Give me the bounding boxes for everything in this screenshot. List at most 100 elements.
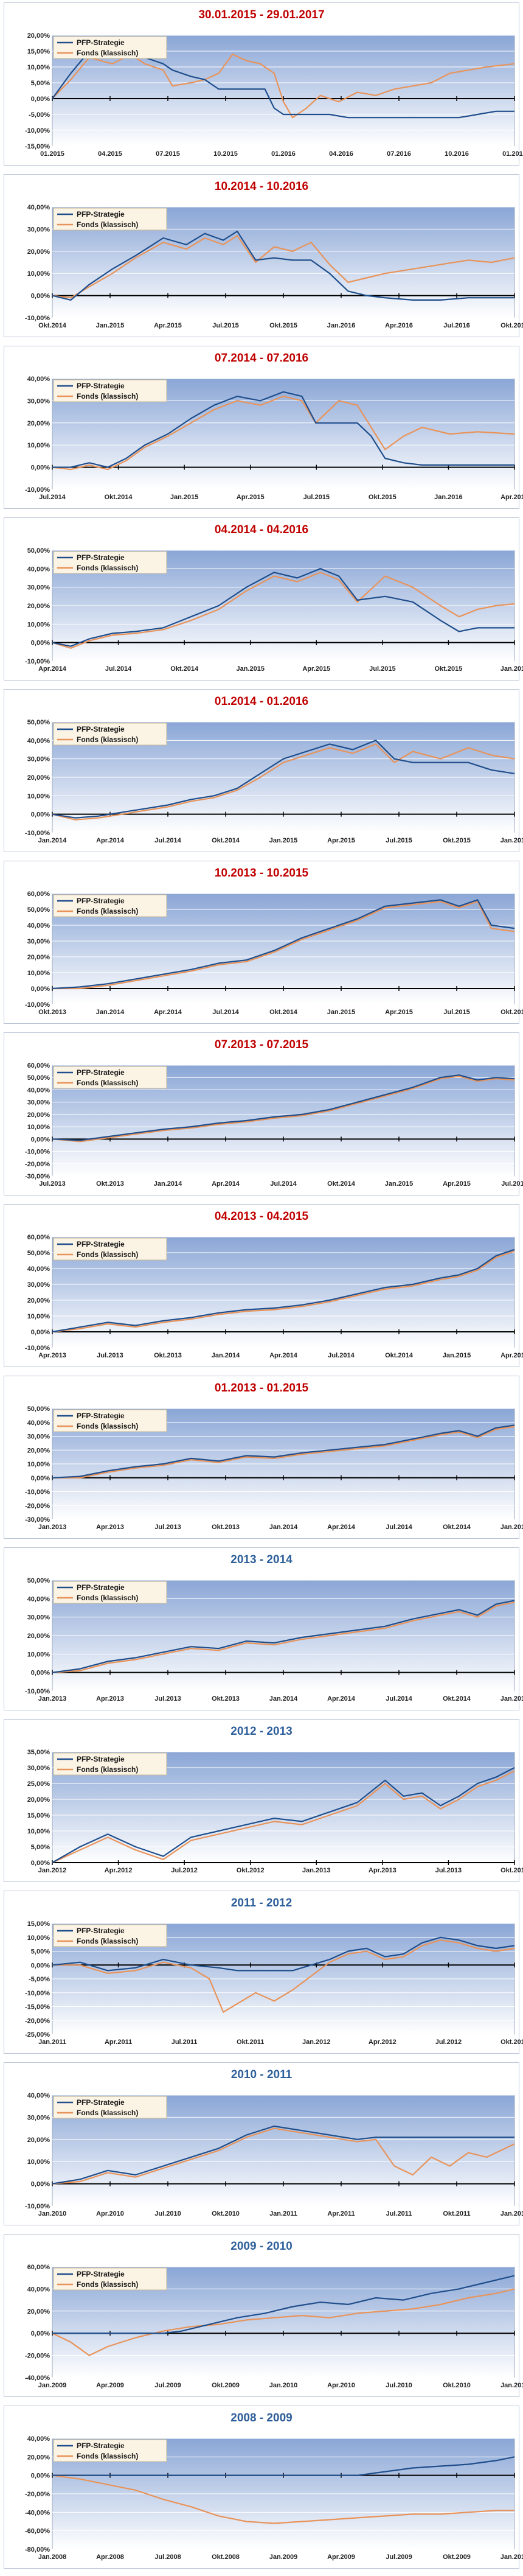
y-tick-label: -20,00% xyxy=(25,2017,50,2025)
y-tick-label: 40,00% xyxy=(27,376,50,383)
x-tick-label: Jan.2014 xyxy=(212,1352,240,1359)
chart-svg: 50,00% 40,00% 30,00% 20,00% 10,00% 0,00% -10,0… xyxy=(25,719,523,844)
x-tick-label: Jan.2012 xyxy=(38,1867,66,1874)
y-tick-label: 20,00% xyxy=(27,32,50,40)
x-tick-label: Okt.2013 xyxy=(212,1524,240,1531)
x-tick-label: Jan.2009 xyxy=(38,2382,66,2389)
x-tick-label: Okt.2013 xyxy=(154,1352,182,1359)
series-line-pfp-strategie xyxy=(52,2125,514,2185)
x-tick-label: Jan.2011 xyxy=(38,2039,66,2046)
y-tick-label: -20,00% xyxy=(25,2491,50,2498)
x-tick-label: Jan.2014 xyxy=(38,837,67,844)
legend-box xyxy=(53,1237,167,1261)
y-tick-label: -10,00% xyxy=(25,1001,50,1009)
legend-label-fund: Fonds (klassisch) xyxy=(77,1594,138,1602)
x-tick-label: Jul.2015 xyxy=(369,665,395,673)
x-tick-label: Jan.2008 xyxy=(38,2553,66,2561)
y-tick-label: 0,00% xyxy=(31,985,50,993)
y-tick-label: -10,00% xyxy=(25,1688,50,1695)
series-line-pfp-strategie xyxy=(52,740,515,819)
series-line-pfp-strategie xyxy=(52,391,514,468)
x-tick-label: Jul.2011 xyxy=(386,2210,412,2217)
series-line-fonds-klassisch xyxy=(52,2474,514,2524)
chart-title: 2009 - 2010 xyxy=(230,2240,293,2253)
y-tick-label: 0,00% xyxy=(31,2330,50,2337)
y-tick-label: 30,00% xyxy=(27,1614,50,1622)
series-line-pfp-strategie xyxy=(52,1248,515,1333)
x-tick-label: 01.2016 xyxy=(271,150,296,158)
x-tick-label: Okt.2015 xyxy=(369,494,397,501)
series-line-pfp-strategie xyxy=(52,568,514,647)
y-tick-label: -10,00% xyxy=(25,1149,50,1156)
chart-title: 07.2014 - 07.2016 xyxy=(214,352,309,365)
x-tick-label: Jul.2015 xyxy=(212,322,238,329)
y-tick-label: -20,00% xyxy=(25,2353,50,2360)
y-tick-label: 5,00% xyxy=(31,80,50,87)
x-tick-label: 01.2017 xyxy=(502,150,523,158)
x-tick-label: Okt.2012 xyxy=(237,1867,265,1874)
series-line-fonds-klassisch xyxy=(52,900,515,990)
x-tick-label: Okt.2015 xyxy=(434,665,462,673)
legend-label-strategy: PFP-Strategie xyxy=(77,2098,125,2107)
x-tick-label: Apr.2011 xyxy=(327,2210,355,2217)
legend-label-fund: Fonds (klassisch) xyxy=(77,1937,138,1945)
y-tick-label: 40,00% xyxy=(27,2286,50,2293)
y-tick-label: 0,00% xyxy=(31,1860,50,1867)
legend: PFP-Strategie Fonds (klassisch) xyxy=(53,1581,167,1604)
x-tick-label: Jul.2014 xyxy=(154,837,181,844)
legend-box xyxy=(53,208,167,231)
y-tick-label: 60,00% xyxy=(27,1062,50,1069)
series-line-fonds-klassisch xyxy=(52,235,515,299)
x-tick-label: Apr.2013 xyxy=(96,1695,124,1703)
chart-svg: 40,00%30,00%20,00%10,00%0,00%-10,00%Jul.… xyxy=(25,376,523,501)
x-tick-label: Jul.2014 xyxy=(386,1695,412,1703)
x-tick-label: Okt.2013 xyxy=(96,1180,124,1188)
x-tick-label: Okt.2014 xyxy=(443,1695,471,1703)
x-tick-label: Jan.2015 xyxy=(385,1180,413,1188)
y-tick-label: 20,00% xyxy=(27,2308,50,2315)
x-tick-label: Apr.2014 xyxy=(154,1009,182,1016)
x-tick-label: Okt.2013 xyxy=(212,1695,240,1703)
x-tick-label: Jul.2015 xyxy=(501,1180,523,1188)
y-tick-label: 0,00% xyxy=(31,96,50,103)
series-line-fonds-klassisch xyxy=(52,1426,515,1479)
chart-panel: 04.2013 - 04.2015 60,00% 50,00% 40,00% 30,00… xyxy=(0,1202,523,1370)
series-line-pfp-strategie xyxy=(52,1767,515,1863)
series-line-pfp-strategie xyxy=(52,899,515,990)
x-tick-label: Jul.2014 xyxy=(39,494,66,501)
x-tick-label: Jan.2013 xyxy=(38,1524,66,1531)
legend-label-fund: Fonds (klassisch) xyxy=(77,1422,138,1430)
x-tick-label: Apr.2014 xyxy=(269,1352,298,1359)
x-tick-label: Jan.2014 xyxy=(269,1695,298,1703)
chart-panel: 07.2013 - 07.2015 60,00% 50,00% 40,00% 30,00… xyxy=(0,1030,523,1198)
x-tick-label: Jan.2012 xyxy=(302,2039,330,2046)
x-tick-label: Jul.2008 xyxy=(154,2553,181,2561)
legend-label-fund: Fonds (klassisch) xyxy=(77,220,138,229)
legend-label-fund: Fonds (klassisch) xyxy=(77,392,138,401)
series-line-fonds-klassisch xyxy=(52,2288,515,2356)
legend: PFP-Strategie Fonds (klassisch) xyxy=(53,379,167,402)
y-tick-label: -10,00% xyxy=(25,315,50,322)
x-tick-label: Jan.2015 xyxy=(170,494,198,501)
x-tick-label: Jan.2015 xyxy=(327,1009,355,1016)
y-tick-label: 20,00% xyxy=(27,1447,50,1454)
x-tick-label: Okt.2013 xyxy=(38,1009,66,1016)
y-tick-label: 40,00% xyxy=(27,922,50,929)
y-tick-label: 10,00% xyxy=(27,1313,50,1320)
y-tick-label: -40,00% xyxy=(25,2375,50,2382)
x-tick-label: Jan.2014 xyxy=(154,1180,182,1188)
x-tick-label: 10.2015 xyxy=(213,150,238,158)
legend-label-strategy: PFP-Strategie xyxy=(77,725,125,733)
y-tick-label: -15,00% xyxy=(25,2004,50,2011)
chart-svg: 15,00% 10,00% 5,00% 0,00% -5,00% -10,00% -15,0… xyxy=(25,1920,523,2046)
y-tick-label: -5,00% xyxy=(29,1976,50,1983)
y-tick-label: 0,00% xyxy=(31,1329,50,1336)
x-tick-label: Apr.2015 xyxy=(154,322,182,329)
x-tick-label: Jan.2014 xyxy=(269,1524,298,1531)
x-tick-label: Jul.2013 xyxy=(435,1867,462,1874)
x-tick-label: Okt.2008 xyxy=(212,2553,240,2561)
chart-panel: 2008 - 2009 40,00% 20,00% 0,00% -20,00% -40,0… xyxy=(0,2403,523,2571)
chart-panel: 2012 - 2013 35,00% 30,00% 25,00% 20,00% 15,00… xyxy=(0,1717,523,1885)
chart-panel: 07.2014 - 07.2016 40,00% 30,00% 20,00% 10,00… xyxy=(0,343,523,511)
